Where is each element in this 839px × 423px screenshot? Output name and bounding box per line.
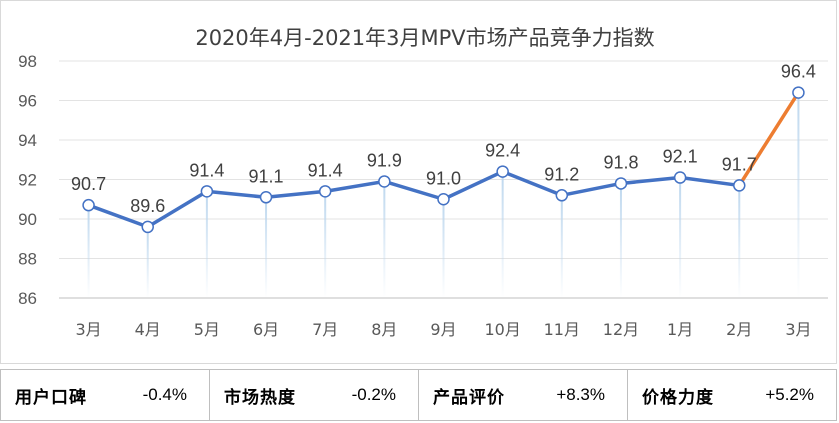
metric-label: 市场热度 bbox=[224, 387, 296, 408]
data-point bbox=[378, 175, 391, 188]
metric-market-heat: 市场热度 -0.2% bbox=[210, 370, 419, 420]
y-tick-label: 96 bbox=[18, 92, 37, 111]
drop-line bbox=[87, 205, 90, 298]
x-tick-label: 7月 bbox=[312, 320, 338, 339]
data-label: 89.6 bbox=[130, 196, 165, 216]
data-labels: 90.7 89.6 91.4 91.1 91.4 91.9 91.0 92.4 91.2 91.8… bbox=[71, 62, 816, 216]
x-tick-label: 6月 bbox=[253, 320, 279, 339]
drop-line bbox=[560, 195, 563, 298]
data-label: 91.0 bbox=[426, 168, 461, 188]
data-point bbox=[200, 185, 214, 198]
chart-title: 2020年4月-2021年3月MPV市场产品竞争力指数 bbox=[195, 26, 654, 50]
data-label: 91.2 bbox=[544, 164, 579, 184]
data-point bbox=[318, 185, 332, 198]
metric-product-review: 产品评价 +8.3% bbox=[419, 370, 628, 420]
metric-value: +5.2% bbox=[765, 385, 814, 404]
chart-frame: 2020年4月-2021年3月MPV市场产品竞争力指数 86 88 90 92 94 96… bbox=[0, 0, 837, 364]
data-label: 91.1 bbox=[249, 166, 284, 186]
metric-label: 用户口碑 bbox=[15, 387, 87, 408]
drop-line bbox=[383, 181, 386, 298]
x-tick-label: 8月 bbox=[371, 320, 397, 339]
drop-line bbox=[501, 171, 504, 298]
data-point bbox=[437, 193, 450, 206]
series-line bbox=[86, 169, 742, 229]
y-tick-label: 98 bbox=[18, 52, 37, 71]
data-point bbox=[673, 171, 687, 184]
drop-line bbox=[738, 185, 741, 298]
metrics-bar: 用户口碑 -0.4% 市场热度 -0.2% 产品评价 +8.3% 价格力度 +5… bbox=[0, 369, 837, 421]
y-tick-label: 86 bbox=[18, 289, 37, 308]
drop-line bbox=[265, 197, 268, 298]
metric-value: -0.4% bbox=[142, 385, 187, 404]
data-point bbox=[555, 189, 569, 202]
drop-line bbox=[324, 191, 327, 298]
data-label: 91.4 bbox=[189, 160, 224, 180]
data-point bbox=[141, 220, 154, 234]
metric-user-reputation: 用户口碑 -0.4% bbox=[1, 370, 210, 420]
drop-line bbox=[146, 226, 149, 298]
drop-line bbox=[619, 183, 622, 298]
drop-lines bbox=[87, 92, 800, 298]
line-chart: 2020年4月-2021年3月MPV市场产品竞争力指数 86 88 90 92 94 96… bbox=[18, 26, 828, 339]
x-tick-label: 2月 bbox=[726, 320, 752, 339]
y-tick-label: 94 bbox=[18, 131, 37, 150]
drop-line bbox=[797, 92, 800, 298]
data-label: 91.7 bbox=[722, 154, 757, 174]
data-label: 91.4 bbox=[308, 160, 343, 180]
data-point bbox=[259, 191, 273, 204]
y-tick-label: 90 bbox=[18, 210, 37, 229]
x-tick-label: 4月 bbox=[135, 320, 161, 339]
x-tick-label: 10月 bbox=[484, 320, 520, 339]
data-point bbox=[733, 179, 746, 192]
x-tick-label: 11月 bbox=[544, 320, 580, 339]
x-tick-label: 9月 bbox=[430, 320, 456, 339]
metric-value: -0.2% bbox=[351, 385, 396, 404]
y-tick-label: 92 bbox=[18, 171, 37, 190]
drop-line bbox=[442, 199, 445, 298]
metric-price-strength: 价格力度 +5.2% bbox=[628, 370, 836, 420]
x-tick-label: 12月 bbox=[603, 320, 639, 339]
x-tick-label: 1月 bbox=[667, 320, 693, 339]
metric-label: 价格力度 bbox=[642, 387, 714, 408]
series-line-highlight bbox=[737, 90, 801, 188]
x-tick-label: 5月 bbox=[194, 320, 220, 339]
series-lines bbox=[86, 90, 801, 229]
data-label: 90.7 bbox=[71, 174, 106, 194]
data-point bbox=[82, 198, 95, 212]
data-point bbox=[496, 165, 509, 178]
data-label: 96.4 bbox=[781, 62, 816, 82]
data-label: 91.8 bbox=[603, 152, 638, 172]
metric-label: 产品评价 bbox=[433, 387, 505, 408]
drop-line bbox=[679, 177, 682, 298]
x-axis: 3月 4月 5月 6月 7月 8月 9月 10月 11月 12月 1月 2月 3月 bbox=[75, 320, 811, 339]
y-axis: 86 88 90 92 94 96 98 bbox=[18, 52, 37, 308]
data-label: 92.4 bbox=[485, 141, 520, 161]
series-markers bbox=[82, 86, 805, 234]
data-label: 91.9 bbox=[367, 150, 402, 170]
data-point bbox=[614, 177, 628, 190]
y-tick-label: 88 bbox=[18, 250, 37, 269]
metric-value: +8.3% bbox=[556, 385, 605, 404]
data-point bbox=[792, 86, 805, 99]
x-tick-label: 3月 bbox=[75, 320, 101, 339]
x-tick-label: 3月 bbox=[785, 320, 811, 339]
data-label: 92.1 bbox=[663, 147, 698, 167]
drop-line bbox=[205, 191, 208, 298]
